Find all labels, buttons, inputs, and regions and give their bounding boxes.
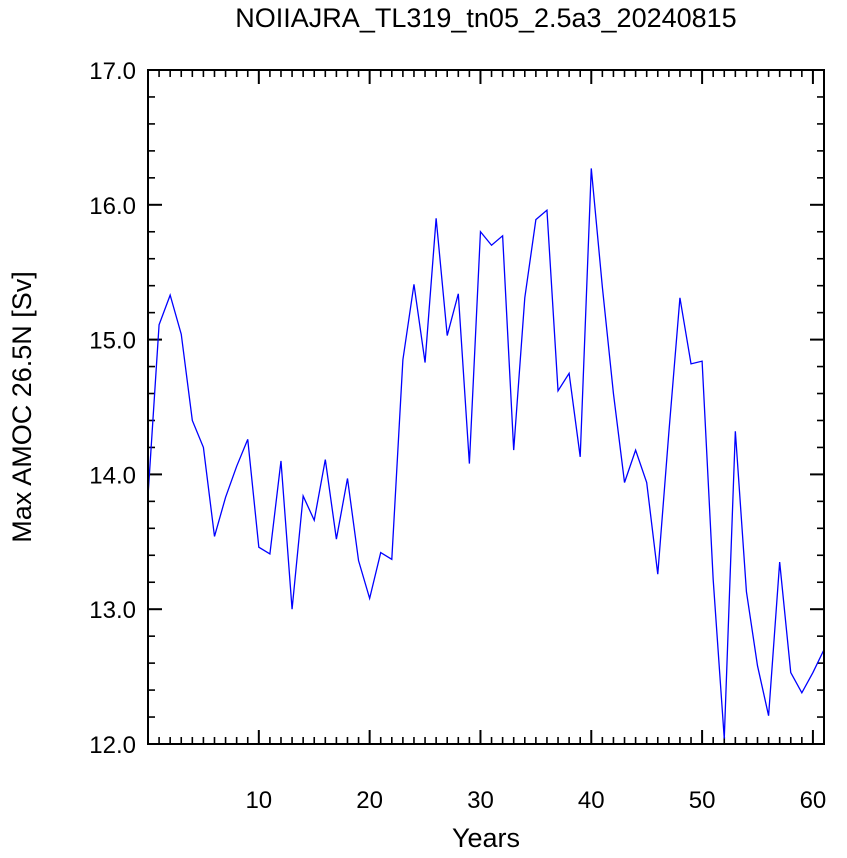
tick-marks (148, 69, 824, 745)
y-tick-label: 12.0 (89, 732, 136, 759)
y-tick-label: 13.0 (89, 597, 136, 624)
y-tick-label: 15.0 (89, 328, 136, 355)
plot-frame (147, 69, 825, 745)
x-tick-label: 20 (356, 787, 383, 814)
x-axis-label: Years (452, 823, 520, 853)
chart-title: NOIIAJRA_TL319_tn05_2.5a3_20240815 (235, 3, 736, 33)
y-tick-label: 14.0 (89, 462, 136, 489)
y-axis-label: Max AMOC 26.5N [Sv] (7, 271, 37, 543)
y-tick-label: 16.0 (89, 193, 136, 220)
x-tick-label: 40 (578, 787, 605, 814)
series-line (148, 168, 824, 739)
tick-labels: 10 20 30 40 50 60 12.0 13.0 14.0 15.0 16.0 17.0 (89, 58, 826, 814)
data-series (148, 168, 824, 739)
x-tick-label: 50 (689, 787, 716, 814)
x-tick-label: 30 (467, 787, 494, 814)
x-tick-label: 10 (245, 787, 272, 814)
x-tick-label: 60 (800, 787, 827, 814)
y-tick-label: 17.0 (89, 58, 136, 85)
